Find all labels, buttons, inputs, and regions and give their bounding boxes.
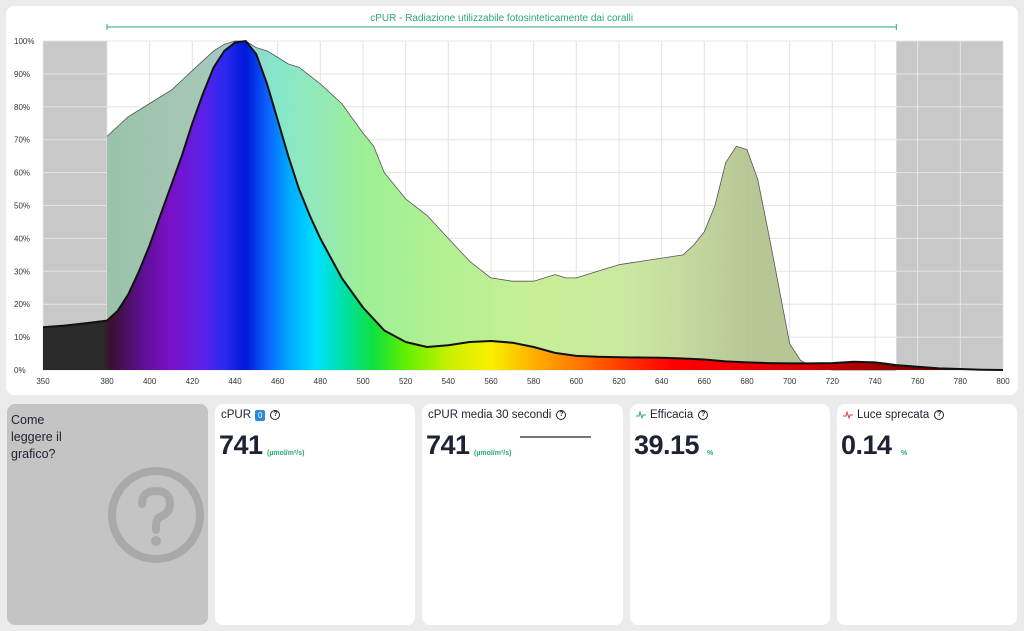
x-tick-label: 440 xyxy=(228,377,242,386)
y-tick-label: 80% xyxy=(14,103,30,112)
cpur30-card-title: cPUR media 30 secondi ? xyxy=(428,409,567,421)
info-icon[interactable]: ? xyxy=(270,410,281,420)
x-tick-label: 520 xyxy=(399,377,413,386)
efficacia-card-title: Efficacia ? xyxy=(636,409,709,421)
info-icon[interactable]: ? xyxy=(698,410,709,420)
x-tick-label: 780 xyxy=(954,377,968,386)
x-tick-label: 540 xyxy=(442,377,456,386)
cpur-badge: 0 xyxy=(255,409,266,421)
x-tick-label: 500 xyxy=(356,377,370,386)
info-icon[interactable]: ? xyxy=(556,410,567,420)
x-tick-label: 400 xyxy=(143,377,157,386)
spectrum-chart-svg: cPUR - Radiazione utilizzabile fotosinte… xyxy=(14,13,1010,386)
efficacia-value: 39.15 xyxy=(634,430,700,460)
luce-title: Luce sprecata xyxy=(857,409,930,421)
y-tick-label: 60% xyxy=(14,169,30,178)
pulse-line-icon xyxy=(843,411,853,419)
x-tick-label: 580 xyxy=(527,377,541,386)
y-tick-label: 30% xyxy=(14,267,30,276)
y-tick-label: 100% xyxy=(14,37,34,46)
y-tick-label: 90% xyxy=(14,70,30,79)
y-tick-label: 70% xyxy=(14,136,30,145)
x-tick-label: 660 xyxy=(698,377,712,386)
help-text: Come leggere il grafico? xyxy=(11,413,62,461)
x-tick-label: 420 xyxy=(186,377,200,386)
series-area-1 xyxy=(43,41,1003,370)
cpur-card-title: cPUR 0 ? xyxy=(221,409,281,421)
help-card[interactable]: Come leggere il grafico? xyxy=(7,404,208,625)
x-tick-label: 560 xyxy=(484,377,498,386)
luce-card-title: Luce sprecata ? xyxy=(843,409,945,421)
y-tick-label: 20% xyxy=(14,300,30,309)
x-tick-label: 800 xyxy=(996,377,1010,386)
cpur-title: cPUR xyxy=(221,409,252,421)
x-tick-label: 460 xyxy=(271,377,285,386)
efficacia-unit: % xyxy=(707,450,714,457)
spectrum-chart: cPUR - Radiazione utilizzabile fotosinte… xyxy=(6,6,1018,395)
x-tick-label: 600 xyxy=(570,377,584,386)
x-tick-label: 680 xyxy=(740,377,754,386)
x-tick-label: 720 xyxy=(826,377,840,386)
sparkline xyxy=(520,436,591,438)
x-tick-label: 380 xyxy=(100,377,114,386)
question-circle-icon[interactable] xyxy=(107,466,205,564)
series-line-0 xyxy=(106,40,897,371)
efficacia-title: Efficacia xyxy=(650,409,694,421)
luce-card: Luce sprecata ? 0.14 % xyxy=(837,404,1017,625)
y-tick-label: 0% xyxy=(14,366,26,375)
y-tick-label: 50% xyxy=(14,202,30,211)
x-tick-label: 620 xyxy=(612,377,626,386)
cpur30-value: 741 xyxy=(426,430,470,460)
y-tick-label: 40% xyxy=(14,234,30,243)
info-icon[interactable]: ? xyxy=(934,410,945,420)
x-tick-label: 640 xyxy=(655,377,669,386)
x-tick-label: 350 xyxy=(36,377,50,386)
y-tick-label: 10% xyxy=(14,333,30,342)
x-tick-label: 760 xyxy=(911,377,925,386)
cpur-card: cPUR 0 ? 741 (µmol/m²/s) xyxy=(215,404,415,625)
luce-unit: % xyxy=(901,450,908,457)
efficacia-card: Efficacia ? 39.15 % xyxy=(630,404,830,625)
cpur-value: 741 xyxy=(219,430,263,460)
series-line-1 xyxy=(42,40,1004,371)
cpur-unit: (µmol/m²/s) xyxy=(267,450,305,457)
cpur30-unit: (µmol/m²/s) xyxy=(474,450,512,457)
x-tick-label: 740 xyxy=(868,377,882,386)
x-tick-label: 480 xyxy=(314,377,328,386)
x-tick-label: 700 xyxy=(783,377,797,386)
cpur30-card: cPUR media 30 secondi ? 741 (µmol/m²/s) xyxy=(422,404,623,625)
cpur30-title: cPUR media 30 secondi xyxy=(428,409,552,421)
pulse-line-icon xyxy=(636,411,646,419)
chart-title: cPUR - Radiazione utilizzabile fotosinte… xyxy=(370,13,633,24)
luce-value: 0.14 xyxy=(841,430,892,460)
